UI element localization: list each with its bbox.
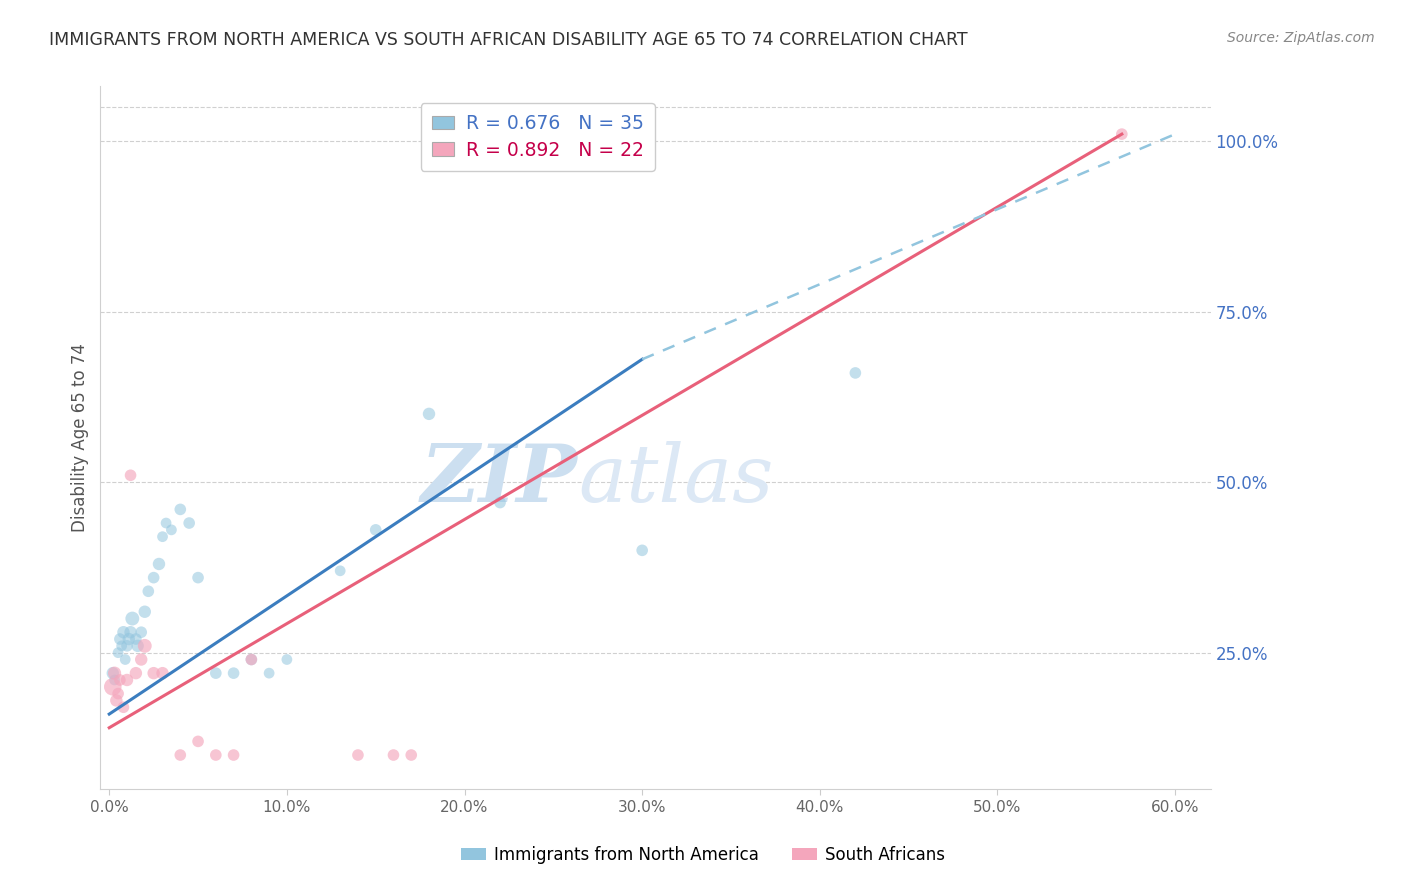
- Point: [107, 646, 129, 660]
- Point: [205, 747, 228, 762]
- Point: [142, 666, 165, 681]
- Point: [276, 652, 298, 666]
- Point: [125, 666, 148, 681]
- Point: [329, 564, 352, 578]
- Point: [169, 502, 191, 516]
- Point: [382, 747, 405, 762]
- Point: [142, 571, 165, 585]
- Text: IMMIGRANTS FROM NORTH AMERICA VS SOUTH AFRICAN DISABILITY AGE 65 TO 74 CORRELATI: IMMIGRANTS FROM NORTH AMERICA VS SOUTH A…: [49, 31, 967, 49]
- Point: [257, 666, 280, 681]
- Point: [111, 639, 134, 653]
- Point: [115, 673, 138, 687]
- Point: [222, 747, 245, 762]
- Point: [114, 652, 136, 666]
- Point: [169, 747, 191, 762]
- Point: [160, 523, 183, 537]
- Point: [152, 666, 174, 681]
- Point: [127, 639, 149, 653]
- Point: [631, 543, 654, 558]
- Legend: R = 0.676   N = 35, R = 0.892   N = 22: R = 0.676 N = 35, R = 0.892 N = 22: [420, 103, 655, 170]
- Point: [118, 632, 141, 646]
- Point: [125, 632, 148, 646]
- Point: [134, 639, 156, 653]
- Y-axis label: Disability Age 65 to 74: Disability Age 65 to 74: [72, 343, 89, 533]
- Point: [120, 468, 142, 483]
- Point: [364, 523, 387, 537]
- Point: [112, 700, 135, 714]
- Point: [134, 605, 156, 619]
- Point: [179, 516, 201, 530]
- Point: [399, 747, 422, 762]
- Legend: Immigrants from North America, South Africans: Immigrants from North America, South Afr…: [454, 839, 952, 871]
- Point: [148, 557, 170, 571]
- Point: [103, 666, 125, 681]
- Point: [101, 680, 124, 694]
- Point: [222, 666, 245, 681]
- Text: atlas: atlas: [578, 442, 773, 518]
- Point: [136, 584, 159, 599]
- Point: [108, 632, 131, 646]
- Point: [187, 571, 209, 585]
- Point: [152, 530, 174, 544]
- Point: [115, 639, 138, 653]
- Point: [129, 625, 152, 640]
- Text: ZIP: ZIP: [420, 442, 578, 518]
- Point: [187, 734, 209, 748]
- Point: [347, 747, 370, 762]
- Point: [103, 673, 125, 687]
- Point: [112, 625, 135, 640]
- Point: [418, 407, 440, 421]
- Point: [489, 495, 512, 509]
- Point: [120, 625, 142, 640]
- Point: [205, 666, 228, 681]
- Text: Source: ZipAtlas.com: Source: ZipAtlas.com: [1227, 31, 1375, 45]
- Point: [155, 516, 177, 530]
- Point: [101, 666, 124, 681]
- Point: [1111, 127, 1133, 141]
- Point: [108, 673, 131, 687]
- Point: [105, 693, 128, 707]
- Point: [121, 611, 143, 625]
- Point: [129, 652, 152, 666]
- Point: [107, 687, 129, 701]
- Point: [240, 652, 263, 666]
- Point: [844, 366, 866, 380]
- Point: [240, 652, 263, 666]
